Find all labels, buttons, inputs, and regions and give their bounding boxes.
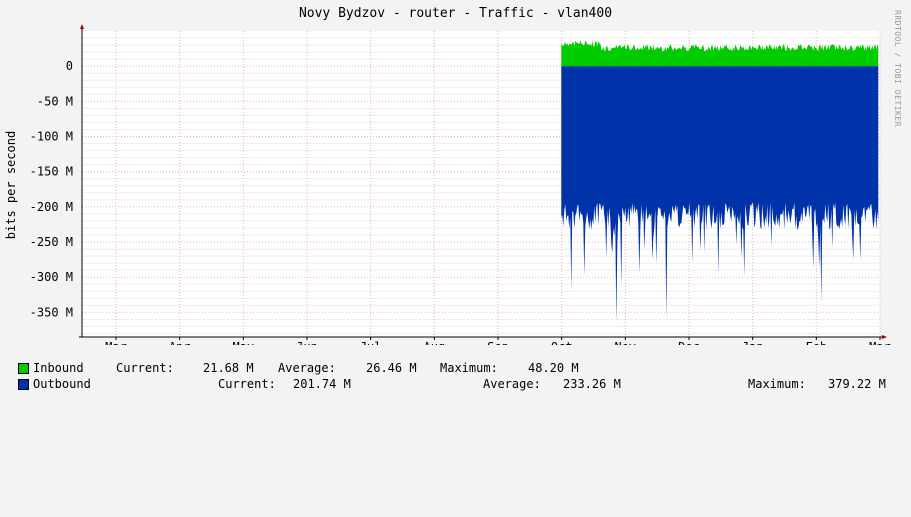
legend-inbound-maximum: 48.20 M xyxy=(528,361,579,375)
legend-outbound-average: 233.26 M xyxy=(563,377,621,391)
y-tick-label: -150 M xyxy=(30,165,73,179)
chart-title: Novy Bydzov - router - Traffic - vlan400 xyxy=(298,6,613,21)
outbound-swatch xyxy=(18,379,29,390)
legend-inbound-current: 21.68 M xyxy=(203,361,254,375)
y-tick-label: 0 xyxy=(66,59,73,73)
x-tick-label: Feb xyxy=(805,340,827,345)
y-tick-label: -350 M xyxy=(30,305,73,319)
traffic-graph: Novy Bydzov - router - Traffic - vlan400… xyxy=(4,6,902,391)
x-tick-label: Jan xyxy=(742,340,764,345)
legend-inbound-maximum-label: Maximum: xyxy=(440,361,498,375)
axes xyxy=(79,24,887,340)
x-tick-label: Jun xyxy=(296,340,318,345)
x-tick-label: Mar xyxy=(105,340,127,345)
x-tick-label: Aug xyxy=(423,340,445,345)
legend-inbound-average-label: Average: xyxy=(278,361,336,375)
outbound-area xyxy=(561,66,879,324)
y-tick-label: -50 M xyxy=(37,94,73,108)
y-tick-labels: 0 -50 M -100 M -150 M -200 M -250 M -300 M -350… xyxy=(30,59,73,319)
inbound-swatch xyxy=(18,363,29,374)
legend-inbound-name: Inbound xyxy=(33,361,84,375)
x-tick-label: Mar xyxy=(869,340,891,345)
x-tick-label: Apr xyxy=(169,340,191,345)
y-axis-label: bits per second xyxy=(4,131,18,239)
x-tick-label: Jul xyxy=(360,340,382,345)
x-tick-label: Dec xyxy=(678,340,700,345)
y-tick-label: -300 M xyxy=(30,270,73,284)
legend-inbound-current-label: Current: xyxy=(116,361,174,375)
legend-outbound-average-label: Average: xyxy=(483,377,541,391)
x-tick-label: Sep xyxy=(487,340,509,345)
legend-outbound-current-label: Current: xyxy=(218,377,276,391)
legend-inbound-average: 26.46 M xyxy=(366,361,417,375)
x-tick-label: Nov xyxy=(614,340,636,345)
legend-outbound-name: Outbound xyxy=(33,377,91,391)
y-tick-label: -100 M xyxy=(30,130,73,144)
y-tick-label: -250 M xyxy=(30,235,73,249)
y-axis-arrow xyxy=(80,24,84,29)
chart-canvas: 0 -50 M -100 M -150 M -200 M -250 M -300 M -350… xyxy=(4,24,891,345)
legend-outbound-current: 201.74 M xyxy=(293,377,351,391)
y-tick-label: -200 M xyxy=(30,200,73,214)
x-tick-label: May xyxy=(232,340,254,345)
data-areas xyxy=(561,40,879,324)
x-axis-arrow xyxy=(882,335,887,339)
inbound-area xyxy=(561,40,879,67)
legend-outbound-maximum-label: Maximum: xyxy=(748,377,806,391)
x-tick-label: Oct xyxy=(551,340,573,345)
legend-outbound-maximum: 379.22 M xyxy=(828,377,886,391)
legend-outbound: Outbound Current: 201.74 M Average: 233.… xyxy=(18,377,886,391)
legend-inbound: Inbound Current: 21.68 M Average: 26.46 … xyxy=(18,361,579,375)
x-tick-labels: Mar Apr May Jun Jul Aug Sep Oct Nov Dec Jan Feb Mar xyxy=(105,340,891,345)
rrdtool-watermark: RRDTOOL / TOBI OETIKER xyxy=(893,10,902,127)
